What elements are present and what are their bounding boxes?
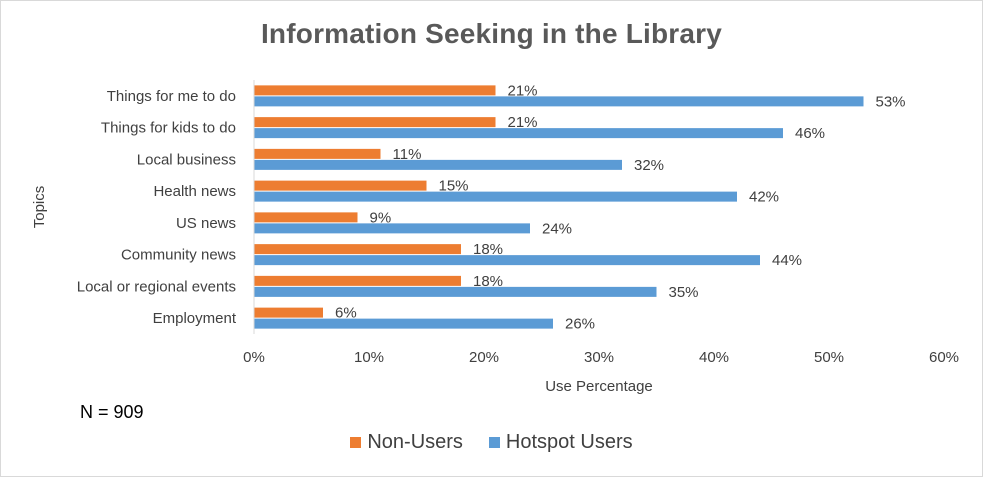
sample-size-note: N = 909 xyxy=(80,402,144,422)
bar-hotspot-users xyxy=(254,128,783,139)
data-label: 15% xyxy=(439,178,469,195)
data-label: 24% xyxy=(542,220,572,237)
data-label: 42% xyxy=(749,189,779,206)
category-label: Local or regional events xyxy=(77,278,236,295)
x-tick-label: 20% xyxy=(469,349,499,366)
bar-hotspot-users xyxy=(254,255,760,266)
data-label: 32% xyxy=(634,157,664,174)
bar-non-users xyxy=(254,117,496,128)
chart-title: Information Seeking in the Library xyxy=(260,18,723,49)
bar-non-users xyxy=(254,275,461,286)
x-tick-labels: 0% 10% 20% 30% 40% 50% 60% xyxy=(243,349,959,366)
bar-hotspot-users xyxy=(254,159,622,170)
category-label: Things for kids to do xyxy=(101,120,236,137)
bar-non-users xyxy=(254,148,381,159)
bars xyxy=(254,85,864,329)
data-label: 35% xyxy=(669,284,699,301)
category-label: Things for me to do xyxy=(107,88,236,105)
legend: Non-Users Hotspot Users xyxy=(0,431,983,454)
data-label: 11% xyxy=(393,146,422,163)
legend-label-hotspot-users: Hotspot Users xyxy=(505,431,633,453)
x-tick-label: 30% xyxy=(584,349,614,366)
x-tick-label: 10% xyxy=(354,349,384,366)
bar-hotspot-users xyxy=(254,286,657,297)
data-label: 26% xyxy=(565,316,595,333)
data-label: 18% xyxy=(473,241,503,258)
legend-item-hotspot-users: Hotspot Users xyxy=(488,431,633,454)
bar-hotspot-users xyxy=(254,223,530,234)
bar-non-users xyxy=(254,85,496,96)
category-label: Employment xyxy=(153,310,237,327)
data-label: 46% xyxy=(795,125,825,142)
data-label: 44% xyxy=(772,252,802,269)
x-tick-label: 50% xyxy=(814,349,844,366)
x-tick-label: 40% xyxy=(699,349,729,366)
x-tick-label: 0% xyxy=(243,349,265,366)
category-label: Local business xyxy=(137,151,236,168)
data-label: 21% xyxy=(508,114,538,131)
y-axis-title: Topics xyxy=(31,186,48,229)
category-label: Health news xyxy=(153,183,236,200)
legend-label-non-users: Non-Users xyxy=(367,431,463,453)
bar-non-users xyxy=(254,212,358,223)
legend-item-non-users: Non-Users xyxy=(350,431,463,454)
data-label: 6% xyxy=(335,305,357,322)
bar-hotspot-users xyxy=(254,191,737,202)
category-label: Community news xyxy=(121,247,236,264)
bar-non-users xyxy=(254,307,323,318)
data-labels: 21% 53% 21% 46% 11% 32% 15% 42% 9% 24% 18% 44% 18% 35… xyxy=(335,82,906,332)
bar-non-users xyxy=(254,180,427,191)
data-label: 18% xyxy=(473,273,503,290)
x-axis-title: Use Percentage xyxy=(545,378,653,395)
x-tick-label: 60% xyxy=(929,349,959,366)
bar-hotspot-users xyxy=(254,318,553,329)
legend-swatch-non-users xyxy=(350,437,362,448)
bar-non-users xyxy=(254,244,461,255)
legend-swatch-hotspot-users xyxy=(488,437,500,448)
data-label: 21% xyxy=(508,82,538,99)
data-label: 9% xyxy=(370,209,392,226)
category-label: US news xyxy=(176,215,236,232)
data-label: 53% xyxy=(876,93,906,110)
category-labels: Things for me to do Things for kids to do… xyxy=(77,88,237,327)
bar-hotspot-users xyxy=(254,96,864,107)
